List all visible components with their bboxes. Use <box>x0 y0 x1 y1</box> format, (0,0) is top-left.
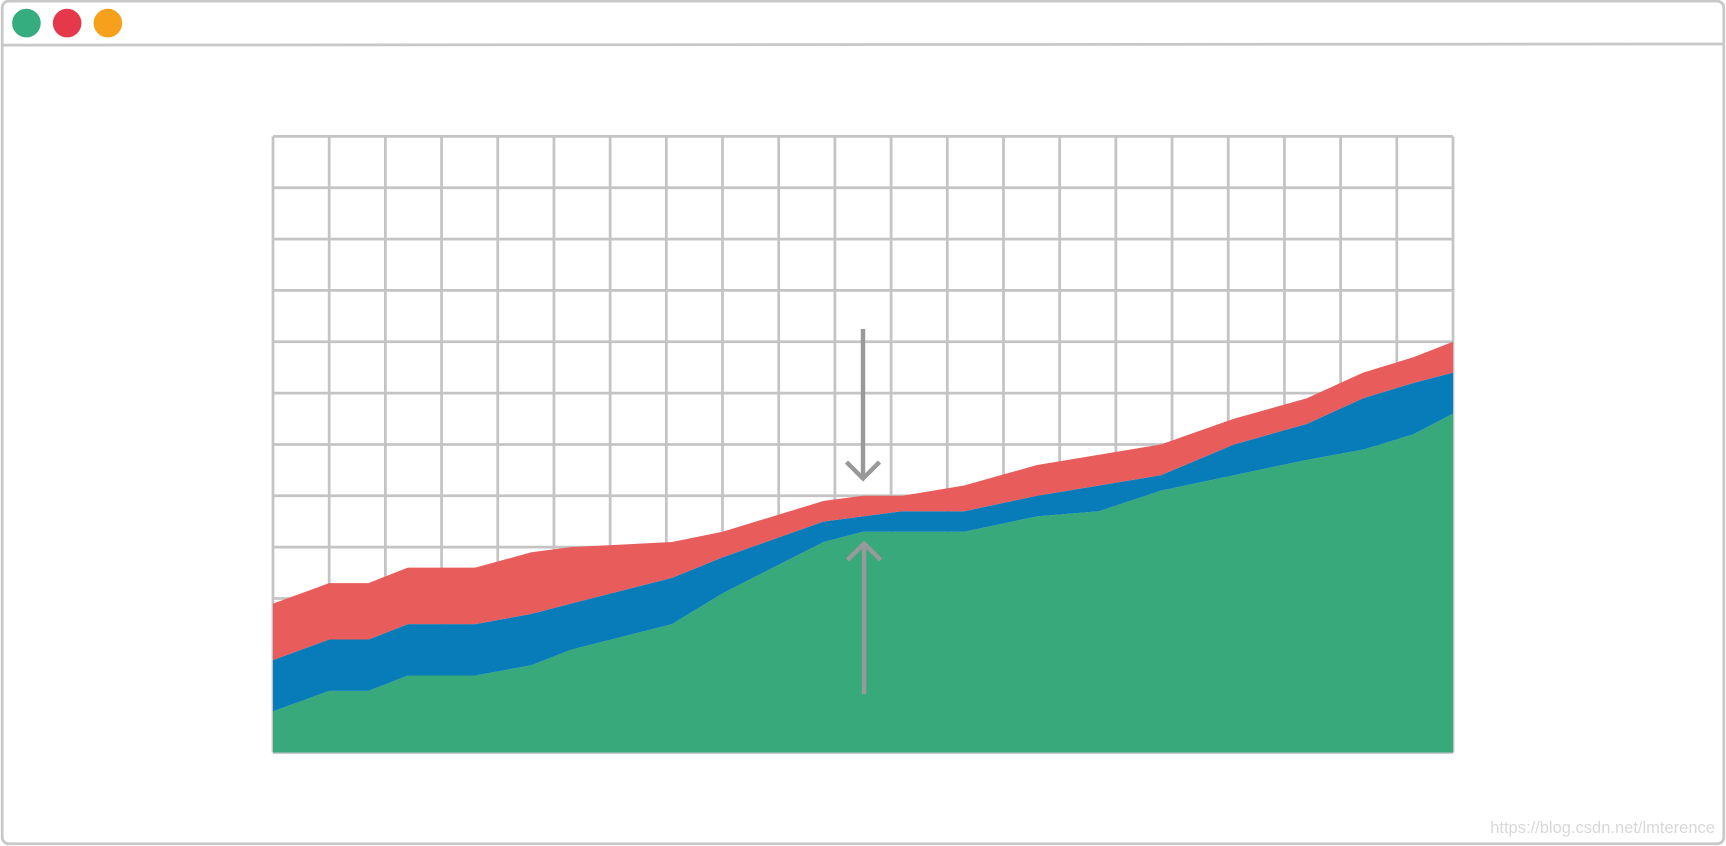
title-bar-divider <box>2 42 1724 47</box>
watermark: https://blog.csdn.net/lmterence <box>1490 819 1715 837</box>
area <box>272 341 1454 661</box>
arrow-head <box>846 540 883 562</box>
window-button[interactable] <box>52 8 82 38</box>
annotation-arrows <box>844 328 883 695</box>
arrow-head <box>844 460 882 482</box>
window-button[interactable] <box>12 8 41 38</box>
area <box>272 372 1454 712</box>
window-button[interactable] <box>93 8 123 38</box>
